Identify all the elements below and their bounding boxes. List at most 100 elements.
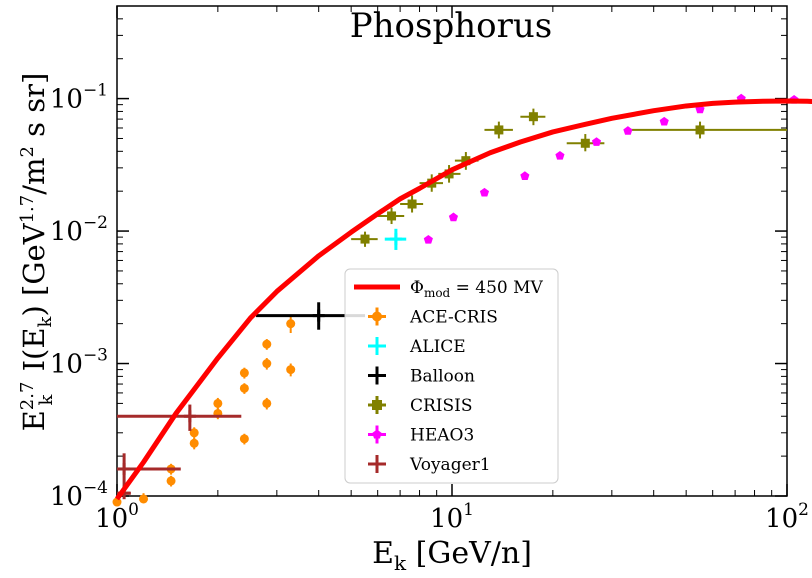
data-point (239, 383, 249, 394)
data-marker (479, 187, 490, 197)
y-tick-label-exp: −2 (83, 213, 108, 233)
y-axis-label-unit-sup: 1.7 (17, 195, 38, 224)
legend-box (344, 268, 559, 484)
y-tick-label-base: 10 (50, 482, 83, 512)
x-axis-label-sub: k (394, 551, 407, 575)
data-marker (239, 368, 249, 378)
legend-label: ACE-CRIS (409, 308, 498, 328)
data-point (189, 427, 199, 439)
data-point (262, 397, 272, 410)
data-marker (580, 138, 590, 148)
y-tick-label: 10−4 (50, 478, 108, 512)
y-tick-label-exp: −1 (83, 81, 108, 101)
legend-label-model-suffix: = 450 MV (450, 278, 543, 298)
y-axis-label-sup: 2.7 (17, 382, 38, 411)
data-marker (623, 126, 633, 135)
y-tick-label: 10−2 (50, 213, 108, 247)
data-marker (262, 339, 272, 349)
data-point (448, 212, 459, 222)
legend-entry: ACE-CRIS (368, 307, 498, 328)
y-axis-label: E2.7k I(Ek) [GeV1.7/m2 s sr] (17, 73, 57, 432)
y-axis-label-unit-a: [GeV (17, 222, 51, 296)
series-heao3 (423, 93, 799, 244)
data-point (117, 404, 242, 431)
legend-entry: Balloon (368, 366, 475, 387)
legend-entry: CRISIS (368, 396, 473, 416)
model-curve (114, 98, 812, 501)
y-axis-label-sub: k (36, 394, 57, 406)
legend-swatch-marker (372, 311, 382, 322)
data-marker (239, 434, 249, 444)
legend-entry: ALICE (368, 337, 466, 357)
data-point (351, 231, 378, 247)
data-marker (262, 398, 272, 408)
legend-label: ALICE (409, 337, 466, 357)
x-tick-label-exp: 2 (798, 500, 809, 520)
y-axis-label-unit-sup2: 2 (17, 146, 38, 157)
y-tick-label: 10−3 (50, 346, 108, 380)
data-point (262, 339, 272, 350)
x-tick-label: 100 (95, 500, 139, 534)
legend-label: CRISIS (410, 396, 473, 416)
data-marker (387, 211, 397, 221)
data-point (286, 363, 296, 377)
legend-label: HEAO3 (410, 426, 474, 446)
data-marker (262, 359, 272, 369)
data-point (213, 397, 223, 410)
data-marker (423, 234, 433, 244)
data-point (384, 228, 407, 250)
legend-entry: HEAO3 (368, 425, 474, 446)
model-layer (114, 98, 812, 501)
legend-label: Balloon (410, 367, 475, 387)
x-axis-label-main: E (372, 536, 394, 571)
data-point (520, 108, 546, 126)
x-tick-label-exp: 1 (463, 500, 474, 520)
data-point (377, 207, 405, 225)
y-axis-label-main: E (17, 410, 51, 431)
data-marker (139, 494, 149, 504)
data-marker (407, 199, 417, 209)
y-tick-label-exp: −4 (83, 478, 108, 498)
data-marker (520, 171, 530, 180)
legend: Φmod = 450 MV ACE-CRIS ALICE Balloon CRISIS H… (344, 268, 559, 484)
legend-swatch-marker (372, 429, 382, 439)
data-point (262, 358, 272, 370)
data-marker (166, 476, 176, 486)
data-marker (695, 125, 705, 135)
data-point (239, 433, 249, 445)
data-point (423, 234, 433, 244)
axis-ticks (116, 5, 788, 497)
y-axis-label-unit-c: s sr] (17, 73, 51, 137)
y-tick-label-base: 10 (50, 350, 83, 380)
y-axis-label-rest-sub: k (35, 315, 56, 327)
data-point (659, 116, 669, 126)
data-point (479, 187, 490, 197)
data-marker (239, 383, 249, 393)
data-point (625, 121, 787, 139)
data-marker (286, 319, 296, 329)
data-point (166, 475, 176, 487)
data-marker (360, 234, 370, 244)
y-tick-label-base: 10 (50, 217, 83, 247)
data-point (484, 121, 513, 139)
y-axis-label-unit-b: /m (17, 157, 51, 194)
data-marker (555, 150, 565, 160)
x-tick-label-exp: 0 (128, 500, 139, 520)
data-marker (494, 125, 504, 135)
data-marker (286, 365, 296, 375)
y-axis-label-rest: I(E (17, 327, 51, 371)
data-marker (213, 398, 223, 408)
data-marker (528, 112, 538, 122)
data-marker (461, 156, 471, 166)
legend-swatch-marker (372, 400, 382, 410)
legend-label: Voyager1 (409, 455, 491, 475)
data-point (139, 493, 149, 504)
data-point (520, 171, 530, 180)
legend-entry: Voyager1 (368, 455, 491, 475)
data-marker (448, 212, 459, 222)
data-marker (189, 428, 199, 438)
y-tick-label-base: 10 (50, 85, 83, 115)
y-axis-label-close: ) (17, 305, 51, 316)
